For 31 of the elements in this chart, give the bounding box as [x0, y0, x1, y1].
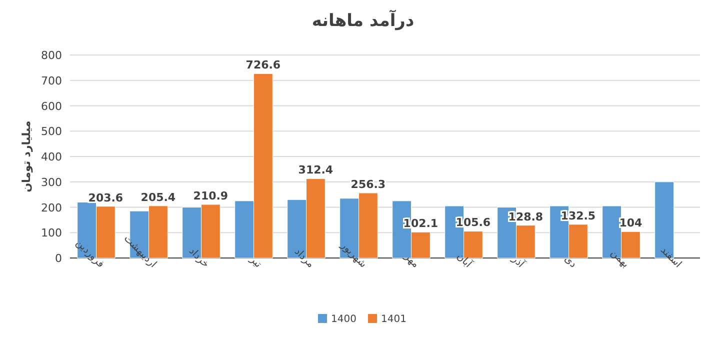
legend-label: 1401: [381, 314, 406, 325]
x-tick-label: فروردین: [74, 238, 106, 270]
x-tick-label: اردیبهشت: [121, 233, 158, 270]
data-label: 726.6: [246, 58, 281, 72]
y-axis-title: میلیارد تومان: [20, 120, 33, 192]
x-tick-label: بهمن: [608, 248, 631, 270]
x-tick-label: آبان: [454, 250, 476, 271]
x-tick-label: دی: [562, 254, 578, 270]
x-tick-label: مهر: [401, 250, 421, 270]
y-tick-label: 100: [41, 226, 62, 240]
data-label: 256.3: [350, 178, 386, 191]
y-tick-label: 700: [41, 74, 62, 88]
x-tick-label: مرداد: [292, 246, 316, 270]
y-tick-label: 0: [55, 252, 62, 265]
x-tick-label: شهریور: [338, 240, 368, 270]
x-tick-label: تیر: [246, 254, 264, 270]
x-tick-label: خرداد: [186, 246, 211, 270]
chart-title: درآمد ماهانه: [312, 9, 414, 31]
y-tick-label: 500: [41, 125, 62, 138]
y-tick-label: 600: [41, 100, 62, 113]
y-tick-label: 300: [41, 176, 62, 189]
y-tick-label: 200: [41, 201, 62, 214]
y-tick-label: 800: [41, 49, 62, 62]
x-tick-label: آذر: [508, 252, 528, 271]
legend-label: 1400: [331, 314, 356, 325]
x-tick-label: اسفند: [658, 245, 684, 270]
data-label: 205.4: [140, 190, 176, 204]
y-tick-label: 400: [41, 150, 62, 164]
data-label: 210.9: [193, 189, 228, 202]
data-label: 312.4: [298, 164, 334, 177]
data-label: 203.6: [88, 191, 124, 204]
